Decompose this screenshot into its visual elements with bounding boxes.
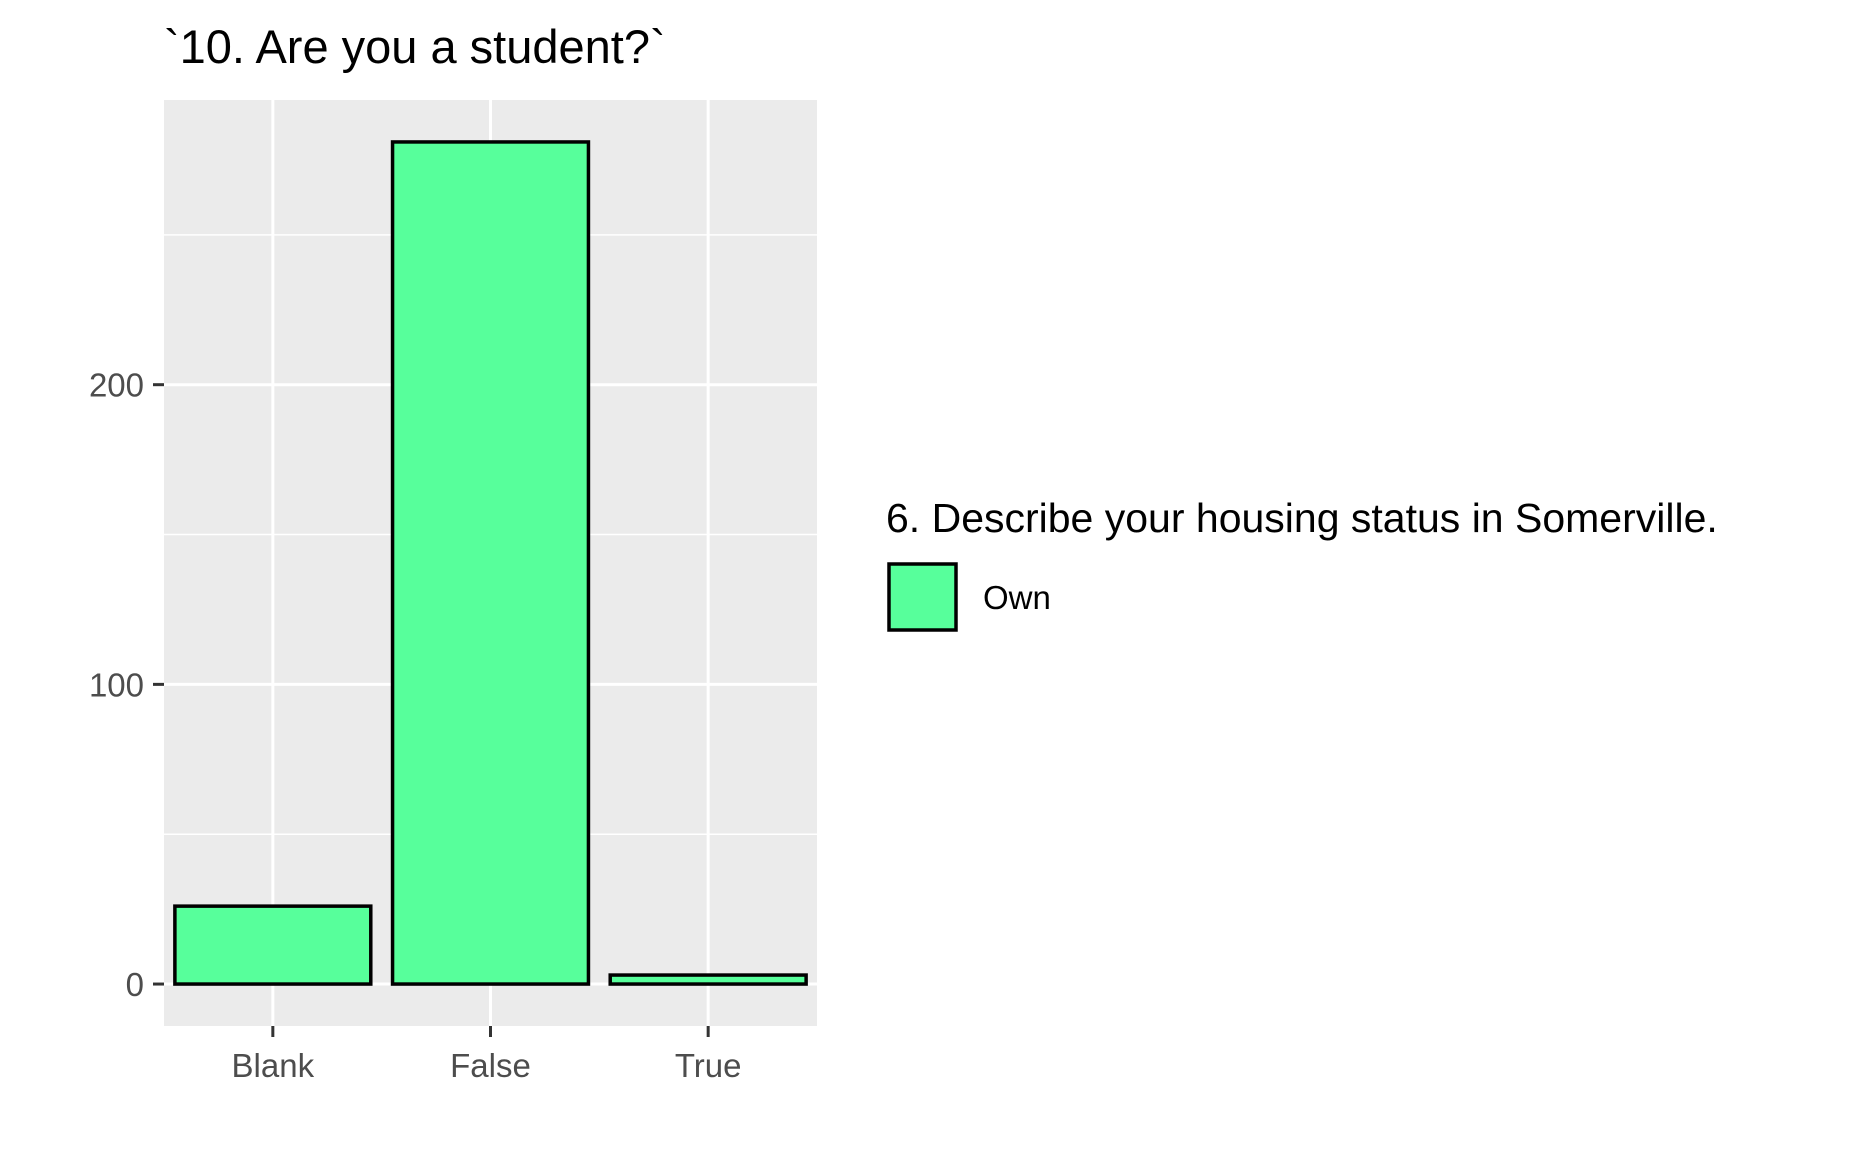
- x-tick-label: False: [450, 1047, 531, 1084]
- bar-true: [608, 973, 808, 986]
- legend: 6. Describe your housing status in Somer…: [886, 495, 1718, 632]
- legend-title: 6. Describe your housing status in Somer…: [886, 495, 1718, 541]
- y-tick-label: 100: [89, 666, 144, 703]
- chart-title: `10. Are you a student?`: [164, 20, 666, 73]
- bar-blank: [173, 904, 373, 986]
- x-tick-label: True: [675, 1047, 742, 1084]
- y-tick-label: 0: [126, 966, 144, 1003]
- y-tick-label: 200: [89, 367, 144, 404]
- bar-false: [390, 140, 591, 986]
- legend-label-own: Own: [983, 579, 1051, 616]
- legend-key-own: [887, 562, 958, 632]
- bars: [173, 140, 808, 986]
- x-tick-label: Blank: [232, 1047, 315, 1084]
- y-axis: 0 100 200: [89, 367, 164, 1003]
- x-axis: Blank False True: [232, 1026, 742, 1084]
